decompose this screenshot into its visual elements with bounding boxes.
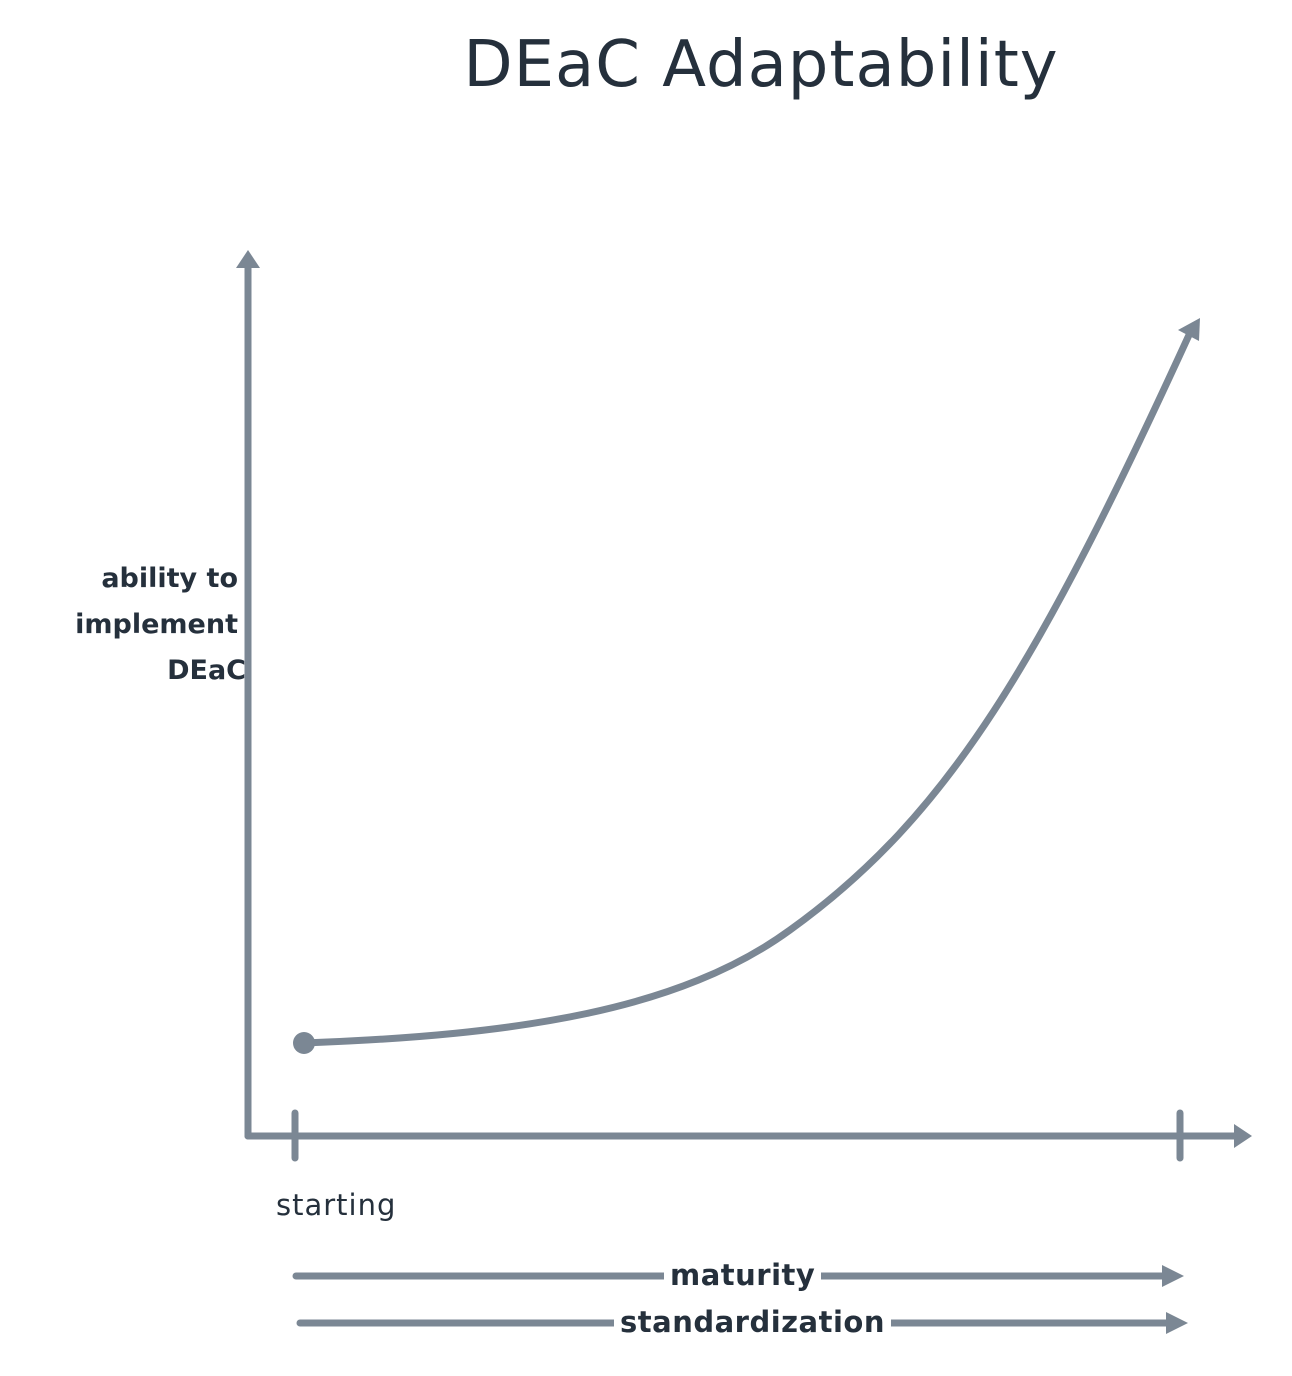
curve-arrowhead	[1178, 318, 1200, 341]
y-axis-arrowhead	[236, 250, 260, 268]
growth-curve	[300, 331, 1193, 1047]
curve-start-point	[293, 1032, 315, 1054]
maturity-label: maturity	[664, 1258, 822, 1292]
standardization-arrowhead	[1166, 1312, 1188, 1334]
standardization-label: standardization	[614, 1305, 891, 1339]
y-axis-label: ability to implement DEaC	[75, 556, 246, 694]
x-axis-arrowhead	[1234, 1124, 1252, 1148]
maturity-arrowhead	[1162, 1265, 1184, 1287]
y-axis-label-line-3: DEaC	[167, 655, 246, 686]
diagram-title: DEaC Adaptability	[463, 28, 1059, 102]
y-axis-label-line-1: ability to	[101, 563, 238, 594]
y-axis-label-line-2: implement	[75, 609, 238, 640]
x-axis-start-label: starting	[276, 1188, 397, 1222]
